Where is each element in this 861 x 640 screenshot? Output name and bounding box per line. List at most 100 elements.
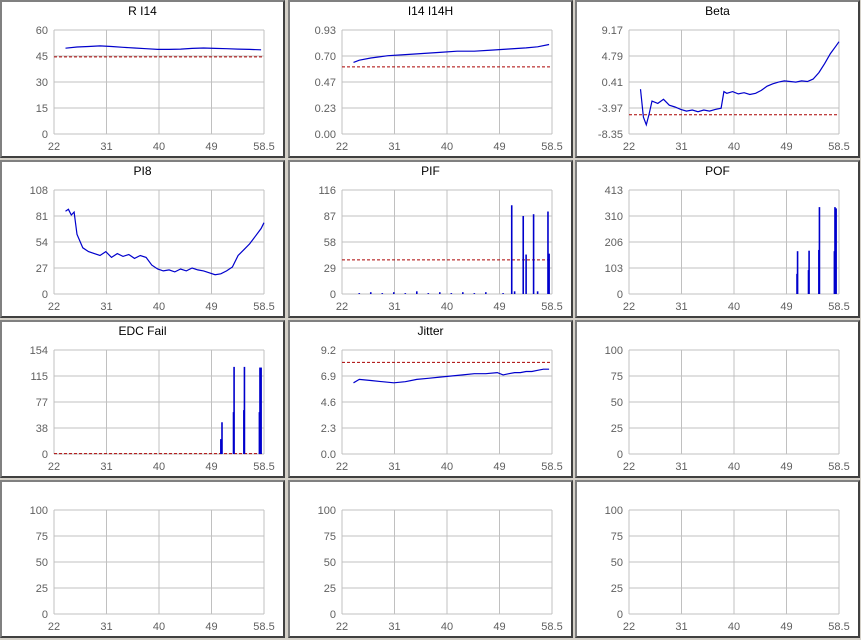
x-tick-label: 22 [623, 621, 635, 633]
chart-panel: Jitter 0.0 2.3 4.6 6.9 9.2 22 31 40 49 58.5 [288, 320, 573, 478]
x-tick-label: 40 [153, 141, 165, 153]
x-tick-label: 58.5 [541, 621, 562, 633]
y-tick-label: 75 [36, 531, 48, 543]
y-tick-label: 0 [617, 609, 623, 621]
y-tick-label: 75 [611, 371, 623, 383]
x-tick-label: 31 [100, 141, 112, 153]
x-tick-label: 49 [780, 621, 792, 633]
x-tick-label: 22 [336, 461, 348, 473]
x-tick-label: 31 [388, 141, 400, 153]
chart-panel: PIF 0 29 58 87 116 22 31 40 49 58.5 [288, 160, 573, 318]
x-tick-label: 58.5 [541, 141, 562, 153]
y-tick-label: 38 [36, 423, 48, 435]
y-tick-label: 0.93 [315, 25, 336, 37]
chart-plot: 0 38 77 115 154 22 31 40 49 58.5 [30, 345, 275, 473]
chart-plot: 0 25 50 75 100 22 31 40 49 58.5 [605, 505, 850, 633]
y-tick-label: 100 [318, 505, 336, 517]
y-tick-label: 50 [611, 397, 623, 409]
y-tick-label: 413 [605, 185, 623, 197]
chart-plot: 0 103 206 310 413 22 31 40 49 58.5 [605, 185, 850, 313]
y-tick-label: 25 [611, 423, 623, 435]
y-tick-label: 0.47 [315, 77, 336, 89]
y-tick-label: 0 [42, 609, 48, 621]
y-tick-label: 4.79 [602, 51, 623, 63]
x-tick-label: 40 [153, 301, 165, 313]
chart-plot: 0.00 0.23 0.47 0.70 0.93 22 31 40 49 58.5 [315, 25, 563, 153]
x-tick-label: 40 [728, 301, 740, 313]
y-tick-label: 0 [42, 449, 48, 461]
x-tick-label: 58.5 [828, 301, 849, 313]
x-tick-label: 49 [205, 461, 217, 473]
x-tick-label: 22 [336, 301, 348, 313]
x-tick-label: 31 [675, 621, 687, 633]
chart-plot: 0 25 50 75 100 22 31 40 49 58.5 [30, 505, 275, 633]
x-tick-label: 22 [623, 141, 635, 153]
x-tick-label: 40 [728, 461, 740, 473]
x-tick-label: 22 [336, 141, 348, 153]
x-tick-label: 40 [441, 621, 453, 633]
chart-plot: 0 25 50 75 100 22 31 40 49 58.5 [318, 505, 563, 633]
chart-plot: 0 27 54 81 108 22 31 40 49 58.5 [30, 185, 275, 313]
y-tick-label: 0 [617, 449, 623, 461]
y-tick-label: 0.41 [602, 77, 623, 89]
x-tick-label: 49 [493, 461, 505, 473]
x-tick-label: 40 [728, 141, 740, 153]
y-tick-label: 4.6 [321, 397, 336, 409]
chart-panel: PI8 0 27 54 81 108 22 31 40 49 58.5 [0, 160, 285, 318]
y-tick-label: 54 [36, 237, 48, 249]
y-tick-label: 100 [605, 505, 623, 517]
chart-panel: 0 25 50 75 100 22 31 40 49 58.5 [288, 480, 573, 638]
x-tick-label: 40 [441, 301, 453, 313]
x-tick-label: 22 [48, 141, 60, 153]
x-tick-label: 49 [780, 301, 792, 313]
y-tick-label: 154 [30, 345, 48, 357]
x-tick-label: 22 [336, 621, 348, 633]
x-tick-label: 49 [780, 141, 792, 153]
y-tick-label: 45 [36, 51, 48, 63]
chart-plot: 0 29 58 87 116 22 31 40 49 58.5 [318, 185, 562, 313]
x-tick-label: 58.5 [541, 461, 562, 473]
y-tick-label: 100 [605, 345, 623, 357]
x-tick-label: 22 [623, 301, 635, 313]
chart-title: POF [705, 164, 730, 178]
x-tick-label: 31 [388, 621, 400, 633]
y-tick-label: 0 [330, 609, 336, 621]
x-tick-label: 40 [441, 461, 453, 473]
y-tick-label: 0 [42, 289, 48, 301]
y-tick-label: 0.23 [315, 103, 336, 115]
x-tick-label: 31 [388, 461, 400, 473]
chart-title: PI8 [133, 164, 152, 178]
y-tick-label: 0 [330, 289, 336, 301]
y-tick-label: -8.35 [598, 129, 623, 141]
y-tick-label: 0.0 [321, 449, 336, 461]
x-tick-label: 58.5 [253, 141, 274, 153]
y-tick-label: 30 [36, 77, 48, 89]
y-tick-label: 0.00 [315, 129, 336, 141]
x-tick-label: 40 [441, 141, 453, 153]
x-tick-label: 40 [728, 621, 740, 633]
x-tick-label: 49 [493, 621, 505, 633]
y-tick-label: 0.70 [315, 51, 336, 63]
y-tick-label: 50 [36, 557, 48, 569]
x-tick-label: 31 [675, 301, 687, 313]
series-line [65, 208, 265, 276]
x-tick-label: 58.5 [253, 461, 274, 473]
x-tick-label: 58.5 [828, 461, 849, 473]
y-tick-label: 25 [36, 583, 48, 595]
y-tick-label: 25 [324, 583, 336, 595]
y-tick-label: -3.97 [598, 103, 623, 115]
x-tick-label: 58.5 [541, 301, 562, 313]
x-tick-label: 31 [100, 621, 112, 633]
y-tick-label: 9.2 [321, 345, 336, 357]
x-tick-label: 58.5 [828, 141, 849, 153]
y-tick-label: 310 [605, 211, 623, 223]
x-tick-label: 40 [153, 461, 165, 473]
y-tick-label: 50 [324, 557, 336, 569]
x-tick-label: 31 [100, 301, 112, 313]
y-tick-label: 75 [611, 531, 623, 543]
chart-panel: R I14 0 15 30 45 60 22 31 40 49 58.5 [0, 0, 285, 158]
y-tick-label: 87 [324, 211, 336, 223]
y-tick-label: 60 [36, 25, 48, 37]
x-tick-label: 49 [780, 461, 792, 473]
y-tick-label: 75 [324, 531, 336, 543]
